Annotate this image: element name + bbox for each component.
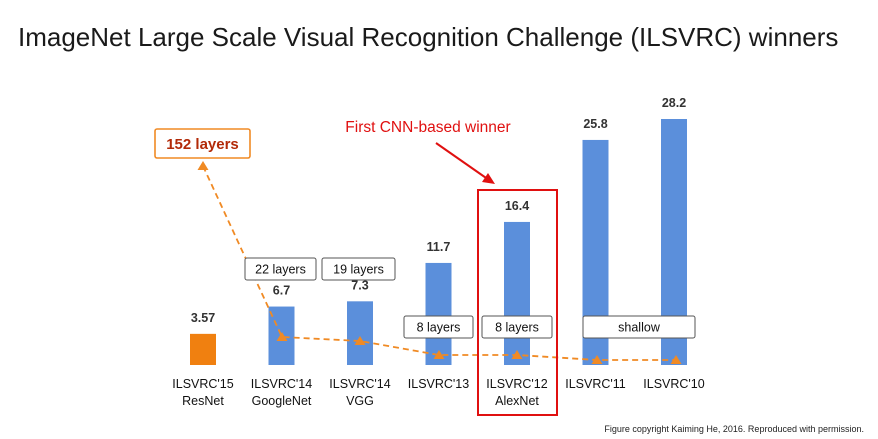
depth-label-2: 19 layers xyxy=(333,263,384,277)
value-label-1: 6.7 xyxy=(273,284,290,298)
value-label-5: 25.8 xyxy=(583,117,607,131)
depth-marker-2 xyxy=(354,336,366,345)
depth-label-4: 8 layers xyxy=(495,321,539,335)
bar-3 xyxy=(425,262,452,365)
category-model-1: GoogleNet xyxy=(252,394,312,408)
depth-label-3: 8 layers xyxy=(417,321,461,335)
annotation-first-cnn: First CNN-based winner xyxy=(345,119,510,136)
value-label-0: 3.57 xyxy=(191,311,215,325)
value-label-3: 11.7 xyxy=(427,240,451,254)
depth-marker-0 xyxy=(197,161,209,170)
depth-marker-4 xyxy=(511,350,523,359)
category-year-4: ILSVRC'12 xyxy=(486,377,547,391)
depth-marker-3 xyxy=(433,350,445,359)
value-label-4: 16.4 xyxy=(505,199,529,213)
value-label-2: 7.3 xyxy=(351,278,368,292)
category-year-0: ILSVRC'15 xyxy=(172,377,233,391)
depth-marker-5 xyxy=(591,355,603,364)
category-year-5: ILSVRC'11 xyxy=(565,377,626,391)
value-label-6: 28.2 xyxy=(662,96,686,110)
depth-label-box-1 xyxy=(244,257,317,281)
annotation-arrow-line xyxy=(435,142,490,181)
depth-label-box-4 xyxy=(481,315,553,339)
depth-label-1: 22 layers xyxy=(255,263,306,277)
bar-2 xyxy=(347,301,373,365)
category-year-2: ILSVRC'14 xyxy=(329,377,390,391)
category-year-6: ILSVRC'10 xyxy=(643,377,704,391)
depth-label-box-3 xyxy=(403,315,474,339)
depth-label-0: 152 layers xyxy=(166,136,239,153)
bar-4 xyxy=(504,221,530,365)
category-model-2: VGG xyxy=(346,394,374,408)
category-model-4: AlexNet xyxy=(495,394,539,408)
bar-0 xyxy=(190,333,216,365)
depth-marker-6 xyxy=(670,355,682,364)
slide-title: ImageNet Large Scale Visual Recognition … xyxy=(18,22,839,52)
depth-label-5: shallow xyxy=(618,321,661,335)
category-year-1: ILSVRC'14 xyxy=(251,377,312,391)
depth-label-box-2 xyxy=(321,257,396,281)
depth-label-box-5 xyxy=(582,315,696,339)
alexnet-highlight-box xyxy=(477,189,558,416)
depth-marker-1 xyxy=(276,332,288,341)
depth-label-box-0 xyxy=(154,128,251,159)
copyright-footer: Figure copyright Kaiming He, 2016. Repro… xyxy=(604,424,864,434)
category-model-0: ResNet xyxy=(182,394,224,408)
category-year-3: ILSVRC'13 xyxy=(408,377,469,391)
annotation-arrowhead xyxy=(482,173,495,184)
